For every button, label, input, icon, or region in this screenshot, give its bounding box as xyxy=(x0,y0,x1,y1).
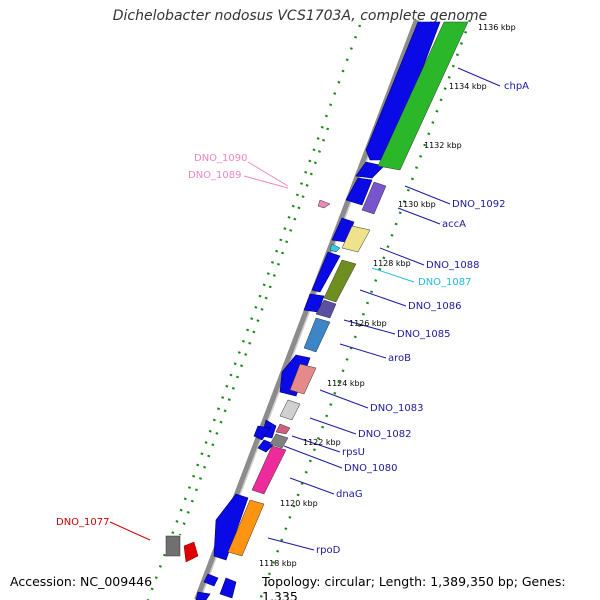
gene-arrow xyxy=(311,251,341,293)
gene-chpA xyxy=(377,21,469,171)
gene-label: DNO_1080 xyxy=(344,463,398,474)
gene-label: DNO_1090 xyxy=(194,153,248,164)
gene-label: accA xyxy=(442,219,466,230)
gene-label: rpoD xyxy=(316,545,341,556)
gene-label: DNO_1077 xyxy=(56,517,110,528)
gene-label: rpsU xyxy=(342,447,365,458)
gene-DNO_1082 xyxy=(279,399,301,421)
gene-DNO_1077 xyxy=(183,541,199,563)
gene-rpsU xyxy=(275,423,291,435)
gene-arrow xyxy=(203,573,219,587)
tick-label: 1132 kbp xyxy=(424,141,462,150)
tick-label: 1134 kbp xyxy=(449,82,487,91)
gene-dnaG xyxy=(251,445,287,495)
leader-line-cyan xyxy=(371,267,415,283)
forward-strand-genes xyxy=(195,21,441,600)
gc-track-inner xyxy=(178,127,330,536)
gene-labels: chpA DNO_1092 accA DNO_1088 DNO_1087 DNO… xyxy=(56,81,529,556)
gene-label: DNO_1089 xyxy=(188,170,242,181)
map-title: Dichelobacter nodosus VCS1703A, complete… xyxy=(112,8,488,24)
gene-label: DNO_1085 xyxy=(397,329,451,340)
accession-text: Accession: NC_009446 xyxy=(10,574,153,589)
gene-arrow xyxy=(219,577,237,599)
tick-label: 1130 kbp xyxy=(398,200,436,209)
gene-aroB xyxy=(303,317,331,353)
gene-DNO_1092 xyxy=(361,181,387,215)
gene-DNO_1090 xyxy=(317,199,331,209)
gene-label: DNO_1086 xyxy=(408,301,462,312)
gene-label: DNO_1088 xyxy=(426,260,480,271)
gene-DNO_1085 xyxy=(315,299,337,319)
tick-label: 1118 kbp xyxy=(259,559,297,568)
gene-label: chpA xyxy=(504,81,529,92)
genome-summary-text: Topology: circular; Length: 1,389,350 bp… xyxy=(262,574,566,600)
gene-DNO_1086 xyxy=(323,259,357,303)
gene-DNO_1083 xyxy=(289,363,317,395)
gene-arrow xyxy=(253,425,271,441)
gene-DNO_1080 xyxy=(269,433,289,449)
tick-label: 1120 kbp xyxy=(280,499,318,508)
tick-label: 1124 kbp xyxy=(327,379,365,388)
gene-arrow xyxy=(355,161,385,179)
gene-arrow xyxy=(365,21,441,161)
gene-label: aroB xyxy=(388,353,411,364)
gene-arrow xyxy=(345,177,373,206)
gene-rpoD xyxy=(227,499,265,557)
kbp-axis: 1136 kbp 1134 kbp 1132 kbp 1130 kbp 1128… xyxy=(259,23,516,568)
gene-arrow xyxy=(213,493,249,561)
gene-DNO_1087 xyxy=(329,243,341,253)
gene-label: DNO_1083 xyxy=(370,403,424,414)
gene-label: dnaG xyxy=(336,489,363,500)
leader-line-pink-1 xyxy=(247,161,289,187)
tick-label: 1122 kbp xyxy=(303,438,341,447)
gene-DNO_1088 xyxy=(341,225,371,253)
gene-gray-box xyxy=(165,535,181,557)
leader-lines xyxy=(267,67,501,551)
gene-label: DNO_1092 xyxy=(452,199,506,210)
tick-label: 1126 kbp xyxy=(349,319,387,328)
tick-label: 1136 kbp xyxy=(478,23,516,32)
reverse-strand-genes xyxy=(227,21,469,557)
tick-label: 1128 kbp xyxy=(373,259,411,268)
leader-line-red xyxy=(109,521,151,541)
gene-label: DNO_1082 xyxy=(358,429,412,440)
leader-line-pink-2 xyxy=(243,175,289,189)
gene-arrow xyxy=(195,591,211,600)
gene-label: DNO_1087 xyxy=(418,277,472,288)
